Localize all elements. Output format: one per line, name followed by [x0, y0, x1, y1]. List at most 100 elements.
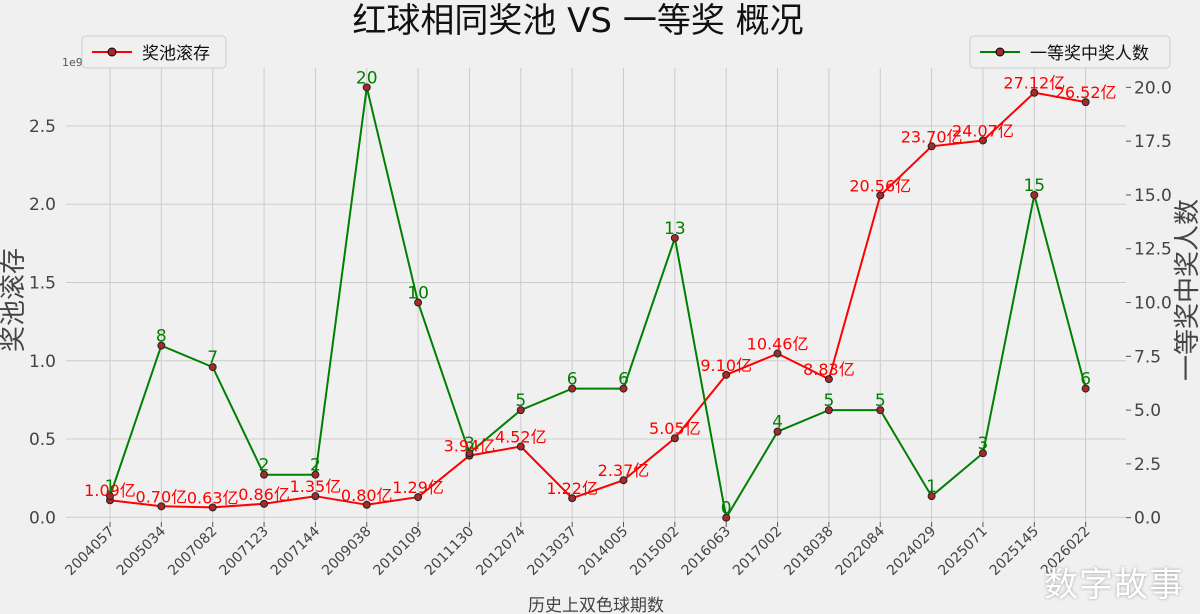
x-tick-label: 2018038 [781, 524, 836, 579]
pool-data-label: 27.12亿 [1003, 74, 1065, 93]
x-tick-label: 2025145 [987, 524, 1042, 579]
x-tick-label: 2024029 [884, 524, 939, 579]
winners-point [1081, 384, 1090, 393]
pool-data-label: 24.07亿 [952, 121, 1014, 140]
pool-point [722, 370, 731, 379]
series-markers [106, 83, 1090, 522]
winners-data-label: 13 [664, 219, 686, 239]
axis-multiplier: 1e9 [62, 56, 83, 69]
winners-point [978, 449, 987, 458]
winners-point [1030, 190, 1039, 199]
data-labels: 1.09亿 0.70亿 0.63亿 0.86亿 1.35亿 0.80亿 1.29亿 3.94亿… [84, 68, 1116, 518]
winners-data-label: 20 [356, 68, 378, 88]
legend-left: 奖池滚存 [81, 35, 227, 69]
winners-point [208, 363, 217, 372]
x-tick-label: 2011130 [422, 524, 477, 579]
pool-data-label: 0.86亿 [238, 485, 290, 504]
winners-data-label: 2 [259, 456, 270, 476]
y-tick-label-right: 20.0 [1134, 78, 1172, 98]
pool-point [824, 375, 833, 384]
y-tick-label-right: 15.0 [1134, 186, 1172, 206]
winners-line [109, 87, 1087, 521]
winners-point [106, 492, 114, 501]
pool-point [311, 492, 320, 501]
winners-data-label: 5 [823, 391, 834, 411]
x-tick-label: 2015002 [627, 524, 682, 579]
pool-data-label: 1.09亿 [84, 481, 136, 500]
legend-right: 一等奖中奖人数 [969, 35, 1171, 69]
pool-point [260, 499, 269, 508]
winners-data-label: 8 [156, 327, 167, 347]
pool-point [1030, 88, 1039, 97]
pool-point [157, 502, 166, 511]
y-tick-label-left: 0.5 [29, 430, 56, 450]
pool-data-label: 4.52亿 [495, 428, 547, 447]
x-tick-label: 2014005 [576, 524, 631, 579]
y-tick-label-left: 1.5 [29, 273, 56, 293]
y-tick-label-right: 2.5 [1134, 455, 1161, 475]
legend-label-pool: 奖池滚存 [142, 44, 210, 64]
pool-data-label: 1.35亿 [290, 477, 342, 496]
pool-data-label: 1.29亿 [392, 478, 444, 497]
winners-data-label: 5 [515, 391, 526, 411]
pool-data-label: 23.70亿 [901, 127, 963, 146]
y-axis-label-right: 一等奖中奖人数 [1173, 199, 1200, 381]
winners-point [927, 492, 936, 501]
pool-point [978, 136, 987, 145]
pool-point [670, 434, 679, 443]
winners-data-label: 1 [926, 477, 937, 497]
winners-point [773, 427, 782, 436]
y-tick-label-right: 10.0 [1134, 294, 1172, 314]
x-tick-label: 2016063 [679, 524, 734, 579]
pool-data-label: 9.10亿 [700, 356, 752, 375]
winners-point [516, 406, 525, 415]
pool-data-label: 0.80亿 [341, 486, 393, 505]
winners-point [414, 298, 423, 307]
pool-data-label: 26.52亿 [1055, 83, 1117, 102]
winners-data-label: 5 [875, 391, 886, 411]
winners-point [619, 384, 628, 393]
winners-data-label: 3 [978, 434, 989, 454]
grid [66, 68, 1126, 522]
y-tick-label-right: 17.5 [1134, 132, 1172, 152]
x-tick-label: 2007144 [268, 523, 323, 578]
y-axis-label-left: 奖池滚存 [0, 248, 29, 352]
y-tick-label-right: 7.5 [1134, 347, 1161, 367]
pool-point [773, 349, 782, 358]
winners-point [362, 83, 371, 92]
winners-point [824, 406, 833, 415]
pool-data-label: 0.63亿 [187, 488, 239, 507]
pool-point [1081, 98, 1090, 107]
x-tick-label: 2010109 [371, 524, 426, 579]
y-tick-label-left: 0.0 [29, 508, 56, 528]
pool-data-label: 2.37亿 [598, 461, 650, 480]
winners-data-label: 10 [407, 284, 429, 304]
winners-point [722, 513, 731, 522]
pool-data-label: 10.46亿 [747, 335, 809, 354]
y-tick-label-right: 12.5 [1134, 240, 1172, 260]
winners-point [311, 470, 320, 479]
winners-data-label: 4 [772, 413, 783, 433]
watermark: 数字故事 [1044, 565, 1184, 605]
winners-data-label: 1 [105, 477, 116, 497]
x-tick-label: 2012074 [473, 523, 528, 578]
legend-label-winners: 一等奖中奖人数 [1030, 44, 1149, 64]
x-axis-label: 历史上双色球期数 [528, 596, 664, 614]
pool-data-label: 8.83亿 [803, 360, 855, 379]
winners-data-label: 0 [721, 499, 732, 519]
chart-title: 红球相同奖池 VS 一等奖 概况 [352, 1, 803, 41]
x-tick-label: 2025071 [935, 524, 990, 579]
pool-point [927, 142, 936, 151]
y-tick-label-left: 1.0 [29, 352, 56, 372]
x-tick-label: 2009038 [319, 524, 374, 579]
winners-data-label: 7 [207, 348, 218, 368]
winners-point [465, 449, 474, 458]
x-tick-label: 2005034 [114, 523, 169, 578]
pool-point [516, 442, 525, 451]
x-tick-label: 2007082 [165, 524, 220, 579]
winners-data-label: 3 [464, 434, 475, 454]
winners-point [876, 406, 885, 415]
winners-point [670, 233, 679, 242]
x-tick-label: 2013037 [525, 524, 580, 579]
